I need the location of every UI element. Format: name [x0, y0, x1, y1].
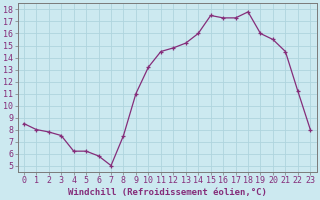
X-axis label: Windchill (Refroidissement éolien,°C): Windchill (Refroidissement éolien,°C): [68, 188, 267, 197]
